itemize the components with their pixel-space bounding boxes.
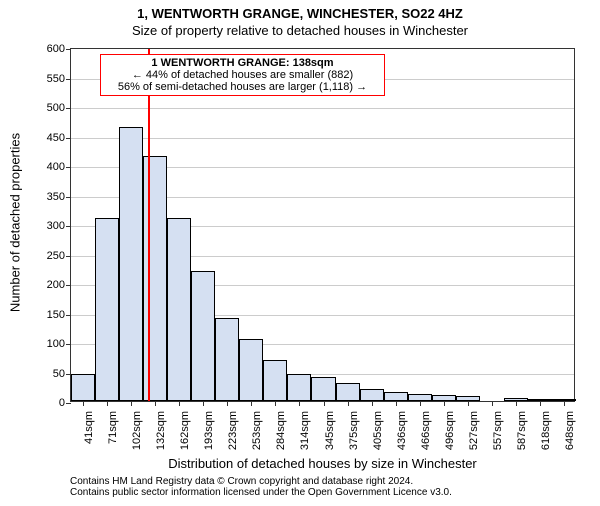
- annotation-line-3: 56% of semi-detached houses are larger (…: [107, 81, 378, 93]
- x-tick-mark: [492, 401, 493, 406]
- y-gridline: [71, 138, 574, 139]
- x-tick-label: 345sqm: [324, 407, 336, 450]
- histogram-bar: [263, 360, 287, 401]
- histogram-bar: [336, 383, 360, 401]
- marker-annotation-box: 1 WENTWORTH GRANGE: 138sqm ← 44% of deta…: [100, 54, 385, 96]
- y-tick-label: 300: [47, 220, 71, 232]
- y-tick-label: 450: [47, 132, 71, 144]
- property-marker-line: [148, 49, 150, 401]
- x-tick-mark: [83, 401, 84, 406]
- y-tick-label: 100: [47, 338, 71, 350]
- x-tick-mark: [107, 401, 108, 406]
- x-tick-label: 496sqm: [444, 407, 456, 450]
- x-tick-mark: [372, 401, 373, 406]
- y-tick-label: 200: [47, 279, 71, 291]
- x-tick-mark: [420, 401, 421, 406]
- y-tick-label: 550: [47, 73, 71, 85]
- x-tick-label: 375sqm: [348, 407, 360, 450]
- y-tick-label: 250: [47, 250, 71, 262]
- y-tick-label: 0: [59, 397, 71, 409]
- x-tick-mark: [227, 401, 228, 406]
- x-tick-label: 41sqm: [83, 407, 95, 444]
- x-tick-label: 436sqm: [396, 407, 408, 450]
- histogram-bar: [311, 377, 335, 401]
- histogram-bar: [119, 127, 143, 401]
- x-tick-label: 314sqm: [299, 407, 311, 450]
- x-tick-label: 102sqm: [131, 407, 143, 450]
- x-tick-mark: [275, 401, 276, 406]
- y-tick-label: 400: [47, 161, 71, 173]
- x-tick-label: 132sqm: [155, 407, 167, 450]
- y-gridline: [71, 108, 574, 109]
- chart-plot-area: 05010015020025030035040045050055060041sq…: [70, 48, 575, 402]
- histogram-bar: [191, 271, 215, 401]
- histogram-bar: [287, 374, 311, 401]
- x-tick-label: 405sqm: [372, 407, 384, 450]
- x-tick-mark: [396, 401, 397, 406]
- x-tick-mark: [444, 401, 445, 406]
- footer-line-2: Contains public sector information licen…: [70, 487, 452, 498]
- y-axis-label: Number of detached properties: [8, 123, 23, 323]
- x-tick-label: 648sqm: [564, 407, 576, 450]
- histogram-bar: [167, 218, 191, 401]
- x-tick-mark: [540, 401, 541, 406]
- histogram-bar: [384, 392, 408, 401]
- x-tick-label: 587sqm: [516, 407, 528, 450]
- y-tick-label: 150: [47, 309, 71, 321]
- y-tick-label: 500: [47, 102, 71, 114]
- x-tick-mark: [516, 401, 517, 406]
- x-tick-mark: [299, 401, 300, 406]
- x-tick-mark: [179, 401, 180, 406]
- x-tick-mark: [131, 401, 132, 406]
- histogram-bar: [143, 156, 167, 401]
- y-tick-label: 50: [53, 368, 71, 380]
- x-tick-mark: [324, 401, 325, 406]
- x-tick-label: 557sqm: [492, 407, 504, 450]
- annotation-line-1: 1 WENTWORTH GRANGE: 138sqm: [107, 57, 378, 69]
- histogram-bar: [408, 394, 432, 401]
- x-tick-mark: [564, 401, 565, 406]
- annotation-line-2: ← 44% of detached houses are smaller (88…: [107, 69, 378, 81]
- chart-title-sub: Size of property relative to detached ho…: [0, 23, 600, 38]
- x-tick-mark: [251, 401, 252, 406]
- x-tick-mark: [203, 401, 204, 406]
- x-tick-label: 284sqm: [275, 407, 287, 450]
- x-axis-label: Distribution of detached houses by size …: [70, 456, 575, 471]
- histogram-bar: [360, 389, 384, 401]
- x-tick-mark: [155, 401, 156, 406]
- histogram-bar: [239, 339, 263, 401]
- x-tick-mark: [348, 401, 349, 406]
- x-tick-label: 253sqm: [251, 407, 263, 450]
- y-tick-label: 350: [47, 191, 71, 203]
- x-tick-label: 618sqm: [540, 407, 552, 450]
- histogram-bar: [71, 374, 95, 401]
- y-tick-label: 600: [47, 43, 71, 55]
- footer-line-1: Contains HM Land Registry data © Crown c…: [70, 476, 452, 487]
- x-tick-label: 527sqm: [468, 407, 480, 450]
- x-tick-mark: [468, 401, 469, 406]
- x-tick-label: 193sqm: [203, 407, 215, 450]
- x-tick-label: 223sqm: [227, 407, 239, 450]
- footer-attribution: Contains HM Land Registry data © Crown c…: [70, 476, 452, 498]
- histogram-bar: [215, 318, 239, 401]
- chart-title-main: 1, WENTWORTH GRANGE, WINCHESTER, SO22 4H…: [0, 6, 600, 21]
- x-tick-label: 162sqm: [179, 407, 191, 450]
- x-tick-label: 466sqm: [420, 407, 432, 450]
- histogram-bar: [95, 218, 119, 401]
- x-tick-label: 71sqm: [107, 407, 119, 444]
